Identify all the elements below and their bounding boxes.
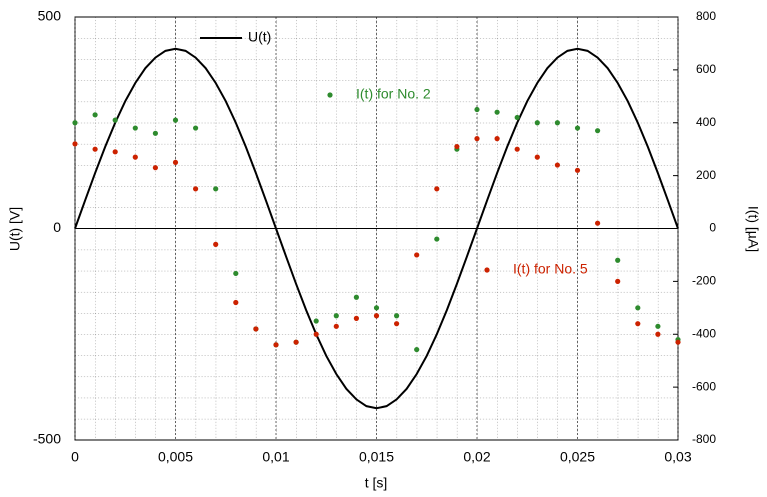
data-point: [373, 305, 380, 311]
data-point: [615, 257, 621, 263]
y2-tick-label: 800: [696, 9, 716, 23]
y-tick-label: -500: [33, 431, 61, 447]
series-line: [74, 47, 679, 410]
data-point: [554, 162, 561, 168]
data-point: [635, 321, 641, 327]
data-point: [595, 220, 601, 226]
data-point: [373, 313, 380, 319]
y2-axis-title: I(t) [µA]: [745, 206, 761, 252]
data-point: [273, 342, 279, 348]
y2-tick-label: 400: [696, 115, 716, 129]
data-point: [434, 186, 440, 192]
data-point: [394, 313, 400, 319]
data-point: [152, 130, 158, 136]
data-point: [615, 278, 621, 284]
y2-tick-label: -200: [692, 274, 716, 288]
data-point: [132, 125, 138, 131]
data-point: [434, 236, 440, 242]
x-tick-label: 0,01: [262, 449, 289, 465]
x-tick-label: 0,02: [463, 449, 490, 465]
y-axis-title: U(t) [V]: [7, 207, 23, 251]
data-point: [353, 315, 359, 321]
legend-label: I(t) for No. 5: [513, 261, 588, 277]
data-point: [92, 146, 98, 152]
data-point: [313, 331, 319, 337]
data-point: [494, 109, 500, 115]
legend-label: U(t): [248, 29, 271, 45]
data-point: [574, 167, 581, 173]
x-tick-label: 0,005: [158, 449, 193, 465]
legend-swatch: [327, 92, 333, 98]
x-tick-label: 0,015: [359, 449, 394, 465]
data-point: [92, 112, 98, 118]
data-point: [333, 323, 339, 329]
data-point: [333, 313, 339, 319]
data-point: [72, 141, 78, 147]
data-point: [534, 154, 540, 160]
y2-tick-label: -800: [692, 432, 716, 446]
data-point: [233, 299, 239, 306]
data-point: [112, 117, 118, 123]
data-point: [353, 294, 359, 300]
data-point: [112, 149, 118, 155]
data-point: [655, 323, 661, 329]
data-point: [474, 136, 480, 142]
data-point: [534, 120, 540, 126]
data-point: [213, 241, 219, 247]
data-point: [554, 120, 561, 126]
y-tick-label: 500: [38, 8, 62, 24]
legend-swatch: [484, 267, 490, 273]
data-point: [595, 128, 601, 134]
data-point: [635, 305, 641, 311]
y-tick-label: 0: [53, 219, 61, 235]
data-point: [514, 114, 520, 121]
x-axis-title: t [s]: [365, 475, 388, 491]
data-point: [514, 146, 520, 152]
y2-tick-label: -400: [692, 326, 716, 340]
data-point: [253, 326, 259, 332]
y2-tick-label: 600: [696, 62, 716, 76]
data-point: [394, 321, 400, 327]
x-tick-label: 0,025: [560, 449, 595, 465]
data-point: [172, 117, 179, 123]
data-point: [213, 186, 219, 192]
x-tick-label: 0,03: [664, 449, 691, 465]
data-point: [193, 186, 199, 192]
x-tick-label: 0: [71, 449, 79, 465]
data-point: [675, 339, 681, 345]
data-point: [152, 165, 158, 171]
y2-tick-label: -600: [692, 379, 716, 393]
data-point: [132, 154, 138, 160]
data-point: [494, 136, 500, 142]
data-point: [313, 318, 319, 324]
y2-tick-label: 0: [709, 221, 716, 235]
data-point: [574, 125, 581, 131]
data-point: [414, 252, 420, 258]
data-point: [474, 106, 480, 113]
data-point: [72, 120, 78, 126]
data-point: [454, 143, 460, 150]
data-point: [293, 339, 299, 345]
data-point: [414, 346, 420, 353]
data-point: [233, 270, 239, 277]
data-point: [655, 331, 661, 337]
data-point: [193, 125, 199, 131]
data-point: [172, 159, 179, 166]
legend-label: I(t) for No. 2: [356, 86, 431, 102]
y2-tick-label: 200: [696, 168, 716, 182]
